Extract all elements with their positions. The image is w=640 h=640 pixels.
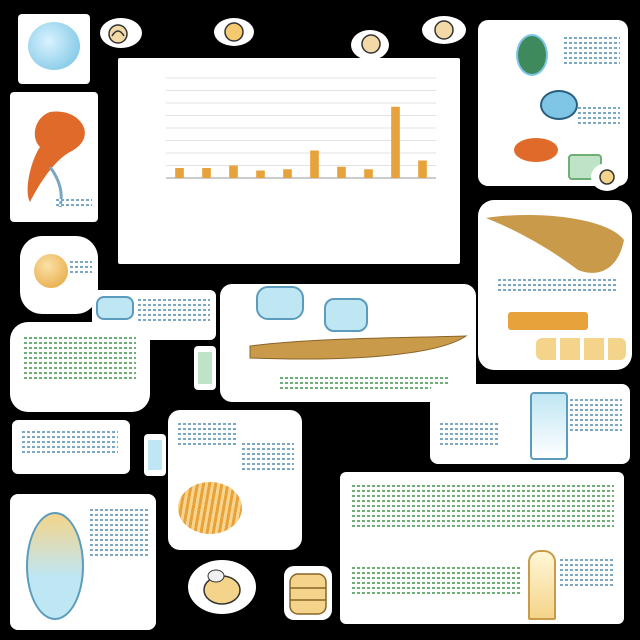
seed-card: [20, 236, 98, 314]
column-diagram-card: [430, 384, 630, 464]
lens-diagram-card: [10, 494, 156, 630]
bar: [229, 165, 238, 178]
bar: [337, 166, 346, 178]
text-block: [178, 420, 236, 448]
bar: [256, 170, 265, 178]
specimen-card: [10, 92, 98, 222]
blue-lens-image: [28, 22, 80, 70]
text-block: [570, 396, 622, 434]
document-card: [340, 472, 624, 624]
shell-sticker-icon: [422, 16, 466, 44]
bar: [175, 168, 184, 178]
fiber-seed-image: [178, 482, 242, 534]
thumbnail-card: [18, 14, 90, 84]
leaf-image: [486, 214, 624, 273]
seed-image: [34, 254, 68, 288]
text-block: [138, 296, 210, 324]
snail-sticker-icon: [351, 30, 389, 60]
green-cell-image: [516, 34, 548, 76]
text-block: [498, 276, 618, 294]
text-block: [90, 506, 148, 559]
stem-image: [508, 312, 588, 330]
text-block: [22, 428, 118, 456]
orange-cell-image: [514, 138, 558, 162]
bar-chart: [166, 77, 436, 179]
capsule-image: [256, 286, 304, 320]
text-block: [578, 104, 620, 127]
cylinder-sticker-icon: [284, 566, 332, 620]
capsule-image: [96, 296, 134, 320]
text-card: [12, 420, 130, 474]
text-block: [440, 420, 500, 448]
device-sticker: [194, 346, 216, 390]
bar: [418, 160, 427, 178]
text-block: [564, 34, 620, 67]
text-block: [24, 334, 136, 382]
bar: [364, 169, 373, 178]
seed-sticker-icon: [591, 163, 623, 191]
column-image: [530, 392, 568, 460]
text-block: [560, 556, 614, 589]
bee-sticker-icon: [188, 560, 256, 614]
blue-cell-image: [540, 90, 578, 120]
kernel-row-image: [536, 338, 626, 360]
snail-sticker-icon: [100, 18, 142, 48]
text-block: [352, 564, 522, 597]
text-block: [280, 374, 450, 392]
bar: [202, 168, 211, 178]
lens-image: [26, 512, 84, 620]
flask-image: [528, 550, 556, 620]
leaf-diagram-card: [478, 200, 632, 370]
device-sticker: [144, 434, 166, 476]
fiber-seed-card: [168, 410, 302, 550]
shell-sticker-icon: [214, 18, 254, 46]
capsule-image: [324, 298, 368, 332]
pod-diagram-card: [220, 284, 476, 402]
text-card: [10, 322, 150, 412]
text-block: [70, 258, 92, 276]
bar-chart-card: [118, 58, 460, 264]
long-pod-image: [249, 335, 468, 360]
cell-diagram-card: [478, 20, 628, 186]
text-block: [242, 440, 294, 473]
text-block: [352, 482, 614, 530]
bar: [310, 150, 319, 178]
text-block: [56, 196, 92, 209]
orange-specimen-image: [27, 111, 85, 208]
bar: [283, 169, 292, 178]
bar: [391, 106, 400, 178]
